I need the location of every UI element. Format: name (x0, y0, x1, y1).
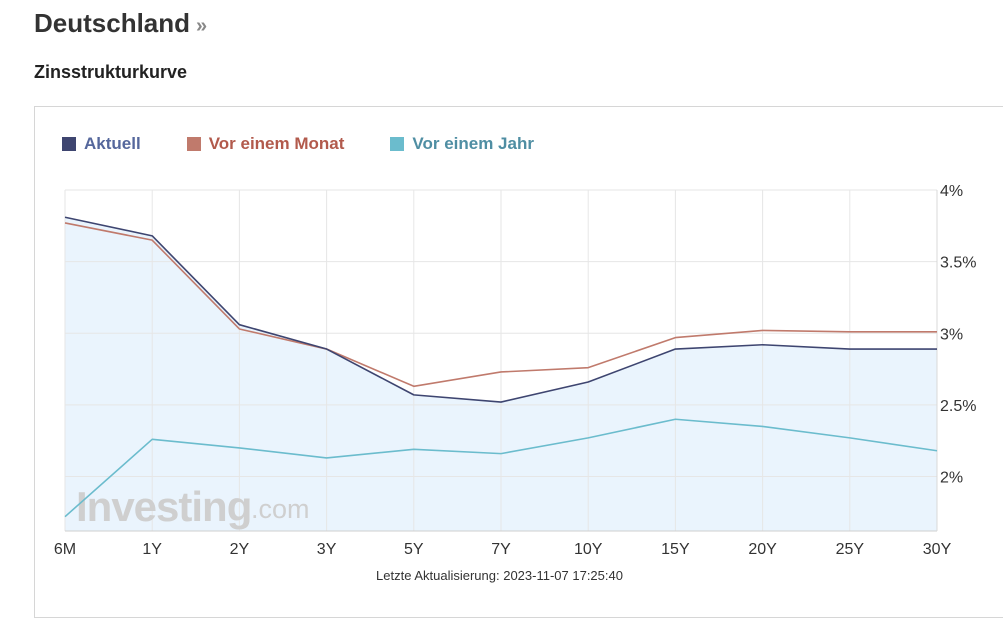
legend-swatch-aktuell (62, 137, 76, 151)
section-subtitle: Zinsstrukturkurve (34, 62, 188, 82)
investing-watermark-logo: Investing (76, 483, 251, 530)
y-tick-label: 2% (940, 470, 963, 487)
legend-swatch-vor-einem-monat (186, 137, 201, 151)
y-tick-label: 3.5% (940, 255, 976, 272)
x-tick-label: 10Y (574, 541, 603, 558)
last-update-footer: Letzte Aktualisierung: 2023-11-07 17:25:… (0, 568, 1003, 583)
legend-item-vor-einem-monat[interactable]: Vor einem Monat (186, 134, 345, 154)
series-line-aktuell (64, 216, 937, 403)
legend-item-aktuell[interactable]: Aktuell (62, 134, 141, 154)
legend-label-vor-einem-monat: Vor einem Monat (208, 134, 345, 153)
x-tick-label: 7Y (491, 541, 511, 558)
x-tick-label: 3Y (317, 541, 337, 558)
legend-label-vor-einem-jahr: Vor einem Jahr (412, 134, 534, 153)
x-tick-label: 1Y (142, 541, 162, 558)
x-tick-label: 6M (54, 541, 76, 558)
x-tick-label: 2Y (230, 541, 250, 558)
x-tick-label: 5Y (404, 541, 424, 558)
y-tick-label: 3% (940, 326, 963, 343)
last-update-text: Letzte Aktualisierung: 2023-11-07 17:25:… (376, 568, 623, 583)
x-tick-label: 15Y (661, 541, 690, 558)
series-line-vor-einem-monat (64, 222, 937, 388)
legend-item-vor-einem-jahr[interactable]: Vor einem Jahr (390, 134, 534, 154)
x-tick-label: 20Y (748, 541, 777, 558)
y-tick-label: 4% (940, 183, 963, 200)
title-chevron-icon[interactable]: » (196, 15, 208, 37)
page-title[interactable]: Deutschland» (34, 8, 207, 39)
legend-label-aktuell: Aktuell (84, 134, 141, 153)
yield-curve-chart: Investing .com 4% 3.5% 3% 2.5% 2% 6M 1Y 2Y 3Y 5Y 7Y 1… (54, 183, 977, 558)
series-line-vor-einem-jahr (64, 418, 938, 518)
y-tick-label: 2.5% (940, 398, 976, 415)
investing-watermark-suffix: .com (251, 494, 310, 524)
legend-swatch-vor-einem-jahr (390, 137, 405, 151)
x-tick-label: 25Y (836, 541, 865, 558)
chart-legend: Aktuell Vor einem Monat Vor einem Jahr (62, 134, 534, 154)
x-tick-label: 30Y (923, 541, 952, 558)
page-title-text[interactable]: Deutschland (34, 8, 191, 38)
